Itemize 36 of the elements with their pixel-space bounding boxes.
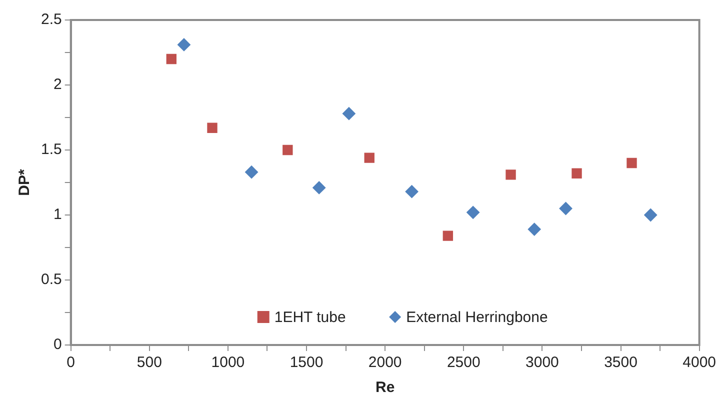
point [572, 168, 582, 178]
y-tick-label: 2.5 [40, 11, 62, 28]
y-tick-label: 2 [54, 76, 62, 94]
point [364, 152, 374, 163]
x-axis-title: Re [375, 379, 395, 396]
x-tick-label: 4000 [682, 354, 716, 372]
y-axis-title: DP* [16, 169, 34, 196]
legend-label: External Herringbone [406, 309, 548, 326]
legend-label: 1EHT tube [274, 309, 346, 326]
point [626, 158, 637, 168]
x-tick-label: 3500 [604, 354, 638, 372]
x-tick-label: 1000 [211, 354, 245, 372]
point [207, 122, 218, 133]
x-tick-label: 2000 [368, 354, 402, 372]
point [442, 230, 454, 241]
point [405, 185, 418, 198]
x-tick-label: 0 [66, 354, 76, 372]
point [166, 54, 177, 64]
point [559, 202, 572, 215]
x-tick-label: 1500 [290, 354, 324, 372]
y-tick-label: 0 [54, 336, 62, 354]
point [466, 206, 480, 219]
y-tick-label: 1 [54, 206, 62, 224]
point [506, 170, 516, 180]
x-tick-label: 2500 [446, 354, 480, 372]
point [177, 38, 190, 52]
y-tick-label: 0.5 [40, 271, 62, 288]
x-tick-label: 500 [136, 354, 162, 372]
point [342, 107, 356, 120]
point [245, 166, 258, 179]
point [528, 222, 541, 236]
x-tick-label: 3000 [526, 354, 559, 372]
point [644, 208, 658, 222]
point [312, 181, 326, 194]
point [282, 144, 293, 156]
y-tick-label: 1.5 [40, 141, 62, 158]
